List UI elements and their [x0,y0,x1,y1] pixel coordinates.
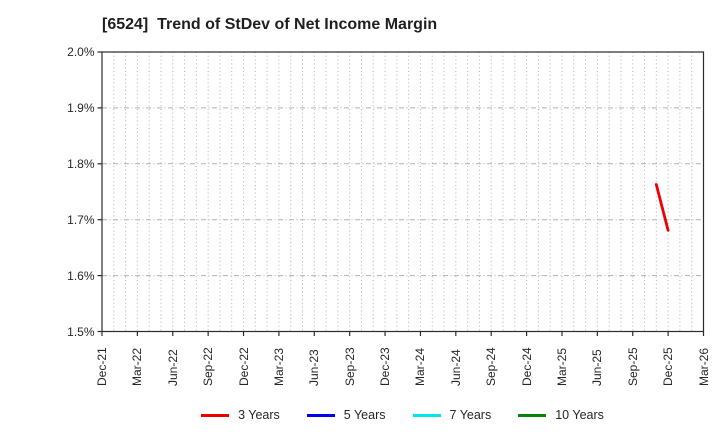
legend-line-swatch-7-years [412,413,441,417]
x-tick-label: Sep-24 [484,347,499,386]
y-tick-label: 1.6% [67,268,95,283]
legend-item-5-years: 5 Years [306,408,386,422]
x-tick-label: Dec-21 [95,347,109,386]
x-tick-label: Jun-22 [165,349,180,386]
x-tick-label: Mar-25 [554,347,569,386]
x-tick-label: Sep-25 [625,347,640,386]
x-tick-label: Dec-25 [661,347,676,386]
series-line-3-years [654,183,670,232]
legend-item-7-years: 7 Years [412,408,492,422]
y-tick-label: 1.9% [67,100,95,115]
legend-line-swatch-5-years [306,413,335,417]
legend-item-3-years: 3 Years [201,408,280,422]
y-tick-label: 1.7% [67,212,95,227]
x-tick-label: Dec-22 [236,347,251,386]
y-tick-label: 1.5% [67,324,95,339]
chart-title: [6524] Trend of StDev of Net Income Marg… [102,16,438,33]
x-tick-label: Sep-23 [342,347,357,386]
legend-line-swatch-3-years [201,413,230,417]
x-tick-label: Mar-24 [413,347,428,386]
x-tick-label: Dec-24 [519,347,534,386]
legend-label-3-years: 3 Years [238,408,280,422]
legend-item-10-years: 10 Years [518,408,604,422]
x-tick-label: Mar-26 [696,347,711,386]
x-tick-label: Jun-25 [590,349,605,386]
legend-label-5-years: 5 Years [343,408,386,422]
x-tick-label: Sep-22 [201,347,216,386]
x-tick-label: Dec-23 [378,347,393,386]
legend-label-10-years: 10 Years [555,408,604,422]
x-tick-label: Jun-24 [448,349,463,386]
plot-border [101,51,705,333]
x-tick-label: Mar-22 [130,347,145,386]
legend-label-7-years: 7 Years [449,408,492,422]
x-tick-label: Mar-23 [271,347,286,386]
legend-line-swatch-10-years [518,413,547,417]
y-tick-label: 1.8% [67,156,95,171]
y-tick-label: 2.0% [67,45,95,59]
x-tick-label: Jun-23 [307,349,322,386]
legend: 3 Years 5 Years 7 Years 10 Years [102,404,703,426]
